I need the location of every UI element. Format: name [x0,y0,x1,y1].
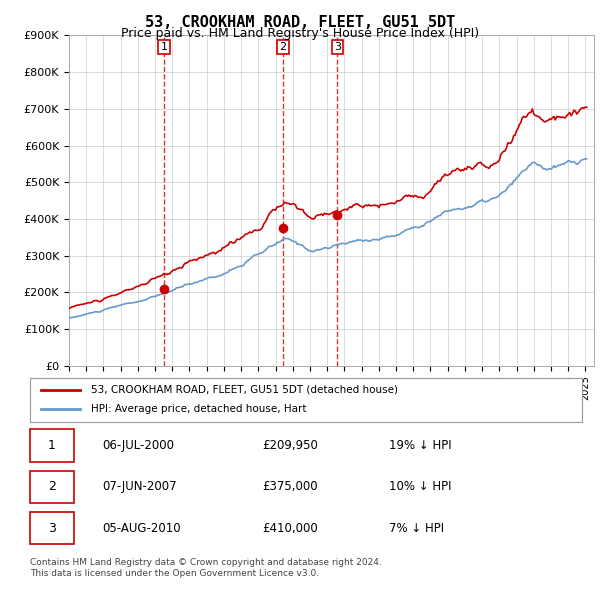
Text: 1: 1 [161,42,167,52]
Text: 53, CROOKHAM ROAD, FLEET, GU51 5DT (detached house): 53, CROOKHAM ROAD, FLEET, GU51 5DT (deta… [91,385,398,395]
Text: 10% ↓ HPI: 10% ↓ HPI [389,480,451,493]
Text: HPI: Average price, detached house, Hart: HPI: Average price, detached house, Hart [91,405,306,414]
FancyBboxPatch shape [30,378,582,422]
Text: 7% ↓ HPI: 7% ↓ HPI [389,522,444,535]
Text: This data is licensed under the Open Government Licence v3.0.: This data is licensed under the Open Gov… [30,569,319,578]
Text: 1: 1 [48,439,56,452]
FancyBboxPatch shape [30,430,74,461]
FancyBboxPatch shape [30,471,74,503]
Text: Contains HM Land Registry data © Crown copyright and database right 2024.: Contains HM Land Registry data © Crown c… [30,558,382,566]
Text: 3: 3 [48,522,56,535]
Text: 53, CROOKHAM ROAD, FLEET, GU51 5DT: 53, CROOKHAM ROAD, FLEET, GU51 5DT [145,15,455,30]
Text: 2: 2 [48,480,56,493]
Text: 3: 3 [334,42,341,52]
Text: £375,000: £375,000 [262,480,317,493]
Text: 06-JUL-2000: 06-JUL-2000 [102,439,174,452]
Text: 19% ↓ HPI: 19% ↓ HPI [389,439,451,452]
Text: £410,000: £410,000 [262,522,317,535]
Text: 2: 2 [280,42,287,52]
Text: 05-AUG-2010: 05-AUG-2010 [102,522,181,535]
FancyBboxPatch shape [30,512,74,544]
Text: 07-JUN-2007: 07-JUN-2007 [102,480,176,493]
Text: Price paid vs. HM Land Registry's House Price Index (HPI): Price paid vs. HM Land Registry's House … [121,27,479,40]
Text: £209,950: £209,950 [262,439,318,452]
